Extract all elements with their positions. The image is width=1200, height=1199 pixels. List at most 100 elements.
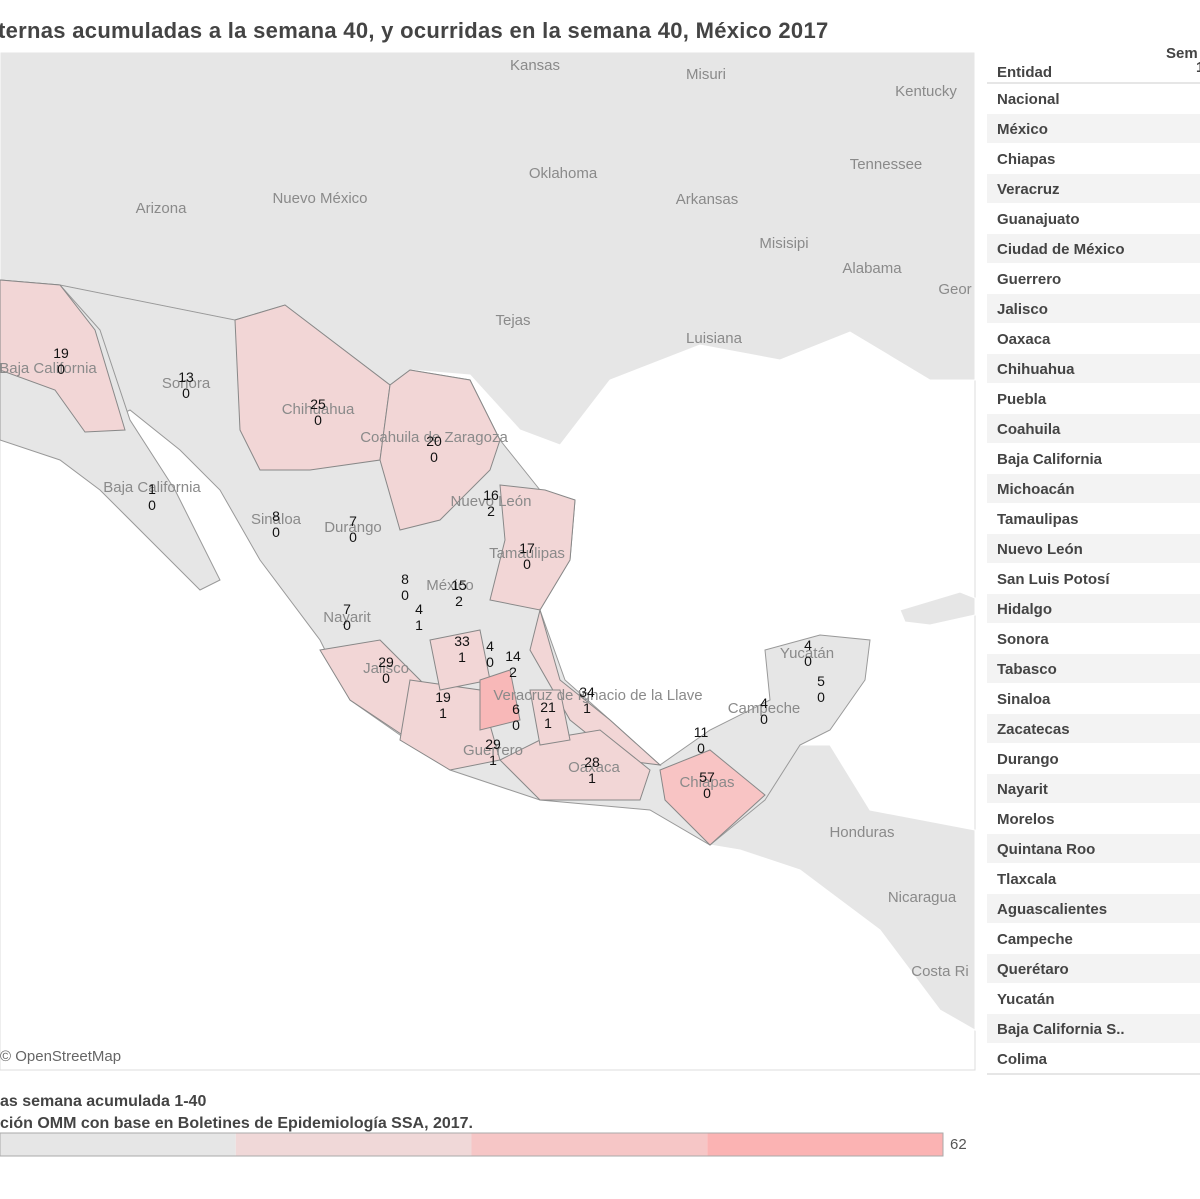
place-label: Coahuila de Zaragoza bbox=[360, 429, 508, 446]
week40-label: 0 bbox=[486, 654, 494, 670]
row-bg bbox=[987, 864, 1200, 893]
week40-label: 2 bbox=[487, 503, 495, 519]
row-label: Puebla bbox=[997, 391, 1047, 408]
row-label: Chihuahua bbox=[997, 361, 1075, 378]
cumulative-label: 21 bbox=[540, 699, 556, 715]
cumulative-label: 29 bbox=[378, 654, 394, 670]
row-label: Guanajuato bbox=[997, 211, 1080, 228]
row-label: Querétaro bbox=[997, 961, 1069, 978]
place-label: Chiapas bbox=[679, 774, 734, 791]
row-bg bbox=[987, 84, 1200, 113]
legend-max: 62 bbox=[950, 1136, 967, 1153]
row-label: Morelos bbox=[997, 811, 1055, 828]
row-bg bbox=[987, 1044, 1200, 1073]
row-label: Quintana Roo bbox=[997, 841, 1095, 858]
row-bg bbox=[987, 804, 1200, 833]
cumulative-label: 17 bbox=[519, 540, 535, 556]
row-bg bbox=[987, 504, 1200, 533]
row-label: Campeche bbox=[997, 931, 1073, 948]
place-label: Durango bbox=[324, 519, 382, 536]
row-bg bbox=[987, 744, 1200, 773]
place-label: Geor bbox=[938, 281, 971, 298]
week40-label: 1 bbox=[583, 700, 591, 716]
row-bg bbox=[987, 954, 1200, 983]
row-label: Ciudad de México bbox=[997, 241, 1125, 258]
week40-label: 0 bbox=[343, 617, 351, 633]
cumulative-label: 19 bbox=[435, 689, 451, 705]
row-bg bbox=[987, 774, 1200, 803]
place-label: Costa Ri bbox=[911, 963, 969, 980]
cumulative-label: 33 bbox=[454, 633, 470, 649]
place-label: Yucatán bbox=[780, 645, 834, 662]
week40-label: 0 bbox=[314, 412, 322, 428]
row-bg bbox=[987, 594, 1200, 623]
row-label: Tabasco bbox=[997, 661, 1057, 678]
row-label: Jalisco bbox=[997, 301, 1048, 318]
row-bg bbox=[987, 204, 1200, 233]
place-label: Veracruz de Ignacio de la Llave bbox=[493, 687, 702, 704]
place-label: Misisipi bbox=[759, 235, 808, 252]
cumulative-label: 1 bbox=[148, 481, 156, 497]
row-bg bbox=[987, 234, 1200, 263]
footer-line: ción OMM con base en Boletines de Epidem… bbox=[0, 1115, 473, 1132]
row-label: Nacional bbox=[997, 91, 1060, 108]
row-bg bbox=[987, 534, 1200, 563]
row-label: México bbox=[997, 121, 1048, 138]
cumulative-label: 4 bbox=[760, 695, 768, 711]
week40-label: 0 bbox=[703, 785, 711, 801]
place-label: Oaxaca bbox=[568, 759, 620, 776]
row-label: Baja California S.. bbox=[997, 1021, 1125, 1038]
row-bg bbox=[987, 324, 1200, 353]
map-land bbox=[0, 51, 976, 1031]
row-label: Durango bbox=[997, 751, 1059, 768]
cumulative-label: 15 bbox=[451, 577, 467, 593]
week40-label: 0 bbox=[697, 740, 705, 756]
column-header: Sem bbox=[1166, 45, 1198, 62]
row-label: Sinaloa bbox=[997, 691, 1051, 708]
cumulative-label: 20 bbox=[426, 433, 442, 449]
row-bg bbox=[987, 384, 1200, 413]
week40-label: 0 bbox=[512, 717, 520, 733]
week40-label: 1 bbox=[458, 649, 466, 665]
cumulative-label: 19 bbox=[53, 345, 69, 361]
row-bg bbox=[987, 654, 1200, 683]
row-label: Nuevo León bbox=[997, 541, 1083, 558]
week40-label: 0 bbox=[349, 529, 357, 545]
week40-label: 0 bbox=[272, 524, 280, 540]
row-label: Nayarit bbox=[997, 781, 1048, 798]
place-label: Arizona bbox=[136, 200, 188, 217]
row-bg bbox=[987, 144, 1200, 173]
week40-label: 1 bbox=[544, 715, 552, 731]
legend-swatch bbox=[0, 1133, 236, 1156]
cumulative-label: 11 bbox=[694, 724, 709, 740]
row-label: Colima bbox=[997, 1051, 1048, 1068]
place-label: Nayarit bbox=[323, 609, 371, 626]
column-header: Entidad bbox=[997, 64, 1052, 81]
cumulative-label: 14 bbox=[505, 648, 521, 664]
row-label: Aguascalientes bbox=[997, 901, 1107, 918]
week40-label: 1 bbox=[415, 617, 423, 633]
place-label: Kentucky bbox=[895, 83, 957, 100]
row-bg bbox=[987, 114, 1200, 143]
week40-label: 2 bbox=[455, 593, 463, 609]
legend-border bbox=[0, 1132, 944, 1157]
row-bg bbox=[987, 294, 1200, 323]
cumulative-label: 25 bbox=[310, 396, 326, 412]
cumulative-label: 57 bbox=[699, 769, 715, 785]
place-label: Sinaloa bbox=[251, 511, 302, 528]
place-label: Sonora bbox=[162, 375, 211, 392]
place-label: Guerrero bbox=[463, 742, 523, 759]
week40-label: 0 bbox=[430, 449, 438, 465]
place-label: Tamaulipas bbox=[489, 545, 565, 562]
row-label: Sonora bbox=[997, 631, 1049, 648]
cumulative-label: 34 bbox=[579, 684, 595, 700]
title: ternas acumuladas a la semana 40, y ocur… bbox=[0, 18, 829, 43]
place-label: Chihuahua bbox=[282, 401, 355, 418]
legend-swatch bbox=[471, 1133, 708, 1156]
week40-label: 1 bbox=[489, 752, 497, 768]
place-label: Jalisco bbox=[363, 660, 409, 677]
week40-label: 0 bbox=[817, 689, 825, 705]
place-label: Baja California bbox=[103, 479, 201, 496]
cumulative-label: 7 bbox=[343, 601, 351, 617]
